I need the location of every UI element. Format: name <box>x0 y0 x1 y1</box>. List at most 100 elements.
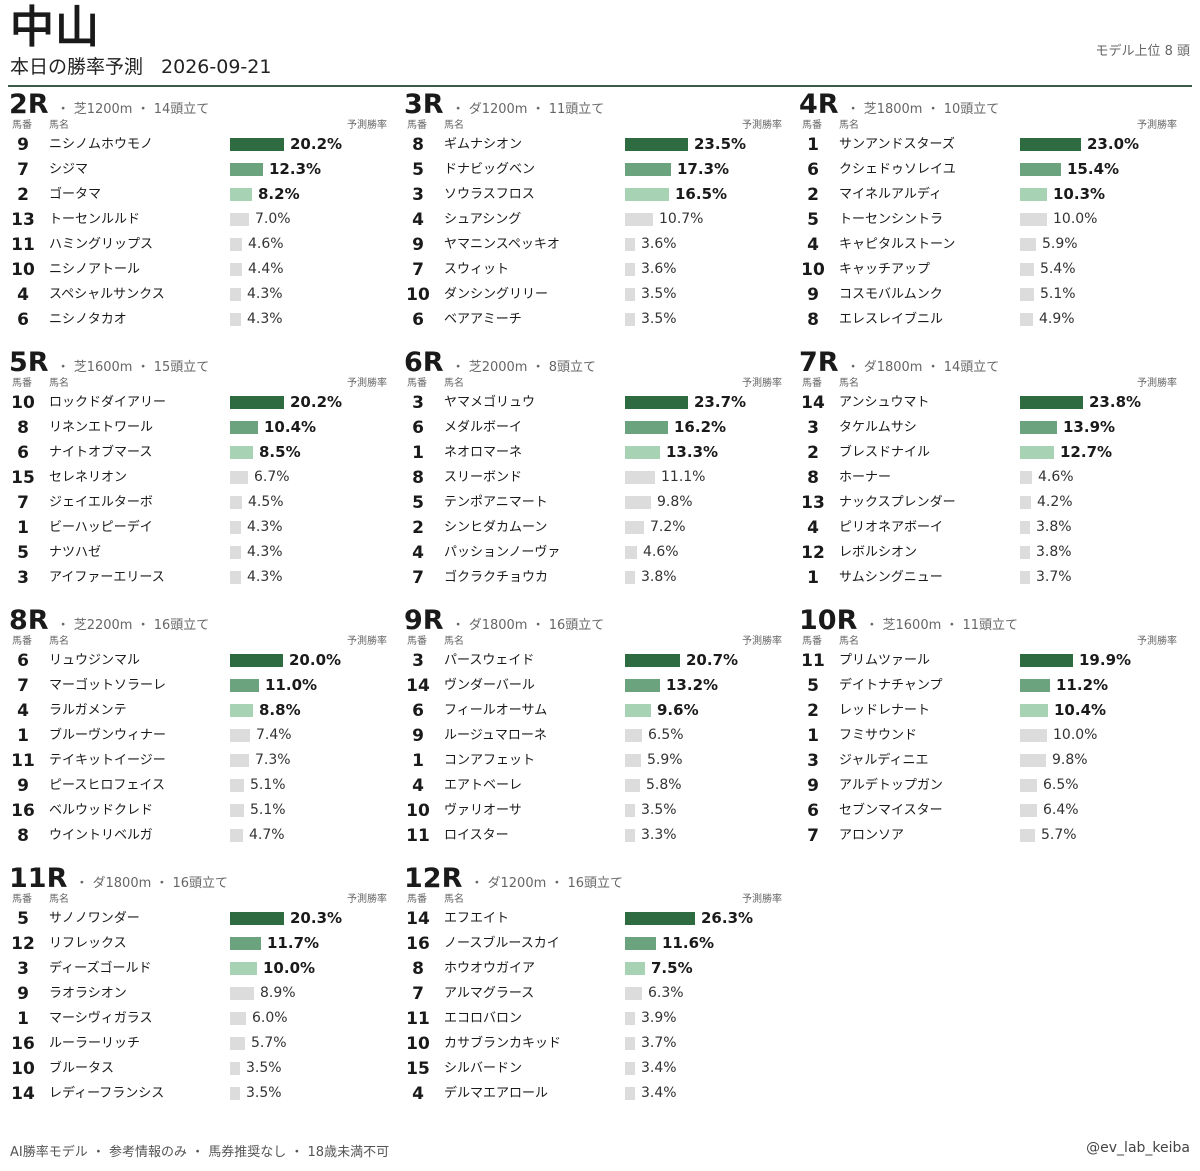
horse-name: シルバードン <box>444 1061 523 1076</box>
horse-row: 5 ナツハゼ 4.3% <box>9 539 389 564</box>
horse-number: 2 <box>807 701 819 721</box>
probability-bar <box>1020 521 1030 534</box>
race-number: 11R <box>9 863 68 894</box>
horse-number: 3 <box>412 651 424 671</box>
probability-bar <box>625 546 637 559</box>
column-header-name: 馬名 <box>839 636 859 647</box>
probability-bar <box>625 313 635 326</box>
probability-label: 3.5% <box>246 1060 282 1076</box>
horse-name: ゴータマ <box>49 187 102 202</box>
horse-row: 5 テンポアニマート 9.8% <box>404 489 784 514</box>
horse-number: 2 <box>807 185 819 205</box>
probability-bar <box>1020 496 1031 509</box>
horse-number: 5 <box>17 543 29 563</box>
probability-label: 5.1% <box>1040 286 1076 302</box>
horse-name: キャッチアップ <box>839 262 931 277</box>
horse-row: 3 タケルムサシ 13.9% <box>799 414 1179 439</box>
probability-label: 10.0% <box>1053 211 1098 227</box>
horse-row: 10 ニシノアトール 4.4% <box>9 256 389 281</box>
horse-row: 13 トーセンルルド 7.0% <box>9 206 389 231</box>
horse-row: 8 エレスレイブニル 4.9% <box>799 306 1179 331</box>
probability-label: 3.7% <box>641 1035 677 1051</box>
probability-bar <box>230 288 241 301</box>
race-header: 9R ・ ダ1800m ・ 16頭立て <box>404 606 604 636</box>
probability-bar <box>625 754 641 767</box>
probability-label: 3.7% <box>1036 569 1072 585</box>
probability-label: 11.2% <box>1056 676 1109 694</box>
column-header-name: 馬名 <box>49 378 69 389</box>
horse-row: 4 ラルガメンテ 8.8% <box>9 697 389 722</box>
probability-bar <box>230 471 248 484</box>
probability-bar <box>1020 471 1032 484</box>
horse-row: 4 パッションノーヴァ 4.6% <box>404 539 784 564</box>
column-header-name: 馬名 <box>49 894 69 905</box>
horse-row: 6 ベアアミーチ 3.5% <box>404 306 784 331</box>
horse-number: 1 <box>807 726 819 746</box>
probability-bar <box>1020 729 1047 742</box>
probability-label: 8.8% <box>259 701 301 719</box>
probability-bar <box>230 804 244 817</box>
horse-row: 6 フィールオーサム 9.6% <box>404 697 784 722</box>
horse-row: 1 ネオロマーネ 13.3% <box>404 439 784 464</box>
horse-name: エレスレイブニル <box>839 312 944 327</box>
horse-list: 3 ヤマメゴリュウ 23.7% 6 メダルボーイ 16.2% 1 ネオロマーネ 13.3% 8 スリ… <box>404 389 784 589</box>
horse-name: マーゴットソラーレ <box>49 678 167 693</box>
column-header-name: 馬名 <box>839 378 859 389</box>
probability-label: 5.8% <box>646 777 682 793</box>
probability-label: 20.3% <box>290 909 343 927</box>
horse-row: 3 ヤマメゴリュウ 23.7% <box>404 389 784 414</box>
horse-row: 6 ニシノタカオ 4.3% <box>9 306 389 331</box>
horse-number: 10 <box>11 393 35 413</box>
probability-label: 13.3% <box>666 443 719 461</box>
race-meta: ・ ダ1200m ・ 11頭立て <box>451 102 605 117</box>
probability-bar <box>1020 779 1037 792</box>
column-header-number: 馬番 <box>407 120 427 131</box>
race-header: 2R ・ 芝1200m ・ 14頭立て <box>9 90 209 120</box>
horse-list: 14 エフエイト 26.3% 16 ノースブルースカイ 11.6% 8 ホウオウガイア 7.5%… <box>404 905 784 1105</box>
horse-name: ピリオネアボーイ <box>839 520 944 535</box>
probability-bar <box>1020 163 1061 176</box>
probability-label: 10.0% <box>263 959 316 977</box>
horse-row: 3 アイファーエリース 4.3% <box>9 564 389 589</box>
horse-name: ヤマメゴリュウ <box>444 395 536 410</box>
probability-label: 5.9% <box>647 752 683 768</box>
probability-bar <box>1020 446 1054 459</box>
probability-bar <box>625 804 635 817</box>
probability-bar <box>625 288 635 301</box>
horse-name: ラオラシオン <box>49 986 127 1001</box>
race-panel-5r: 5R ・ 芝1600m ・ 15頭立て 馬番 馬名 予測勝率 10 ロックドダイアリー 20.… <box>9 348 389 598</box>
horse-row: 16 ノースブルースカイ 11.6% <box>404 930 784 955</box>
probability-bar <box>230 754 249 767</box>
horse-name: アンシュウマト <box>839 395 930 410</box>
horse-name: スウィット <box>444 262 510 277</box>
horse-number: 7 <box>807 826 819 846</box>
probability-label: 4.3% <box>247 519 283 535</box>
column-header-number: 馬番 <box>12 378 32 389</box>
horse-name: ギムナシオン <box>444 137 523 152</box>
race-number: 2R <box>9 89 49 120</box>
horse-list: 1 サンアンドスターズ 23.0% 6 クシェドゥソレイユ 15.4% 2 マイネルアルディ 1… <box>799 131 1179 331</box>
race-header: 11R ・ ダ1800m ・ 16頭立て <box>9 864 228 894</box>
horse-number: 14 <box>406 909 430 929</box>
race-number: 7R <box>799 347 839 378</box>
horse-row: 7 シジマ 12.3% <box>9 156 389 181</box>
horse-name: トーセンシントラ <box>839 212 944 227</box>
probability-label: 9.8% <box>657 494 693 510</box>
horse-row: 7 アロンソア 5.7% <box>799 822 1179 847</box>
probability-bar <box>1020 704 1048 717</box>
horse-list: 3 パースウェイド 20.7% 14 ヴンダーバール 13.2% 6 フィールオーサム 9.6%… <box>404 647 784 847</box>
horse-number: 9 <box>807 285 819 305</box>
horse-number: 16 <box>406 934 430 954</box>
probability-bar <box>230 704 253 717</box>
probability-bar <box>1020 829 1035 842</box>
horse-name: パッションノーヴァ <box>444 545 561 560</box>
horse-row: 7 マーゴットソラーレ 11.0% <box>9 672 389 697</box>
probability-bar <box>625 471 655 484</box>
horse-row: 5 サノノワンダー 20.3% <box>9 905 389 930</box>
horse-list: 9 ニシノムホウモノ 20.2% 7 シジマ 12.3% 2 ゴータマ 8.2% 13 トーセンルル… <box>9 131 389 331</box>
horse-name: ヴァリオーサ <box>444 803 522 818</box>
probability-label: 5.7% <box>251 1035 287 1051</box>
probability-bar <box>230 779 244 792</box>
probability-bar <box>625 496 651 509</box>
probability-label: 7.2% <box>650 519 686 535</box>
